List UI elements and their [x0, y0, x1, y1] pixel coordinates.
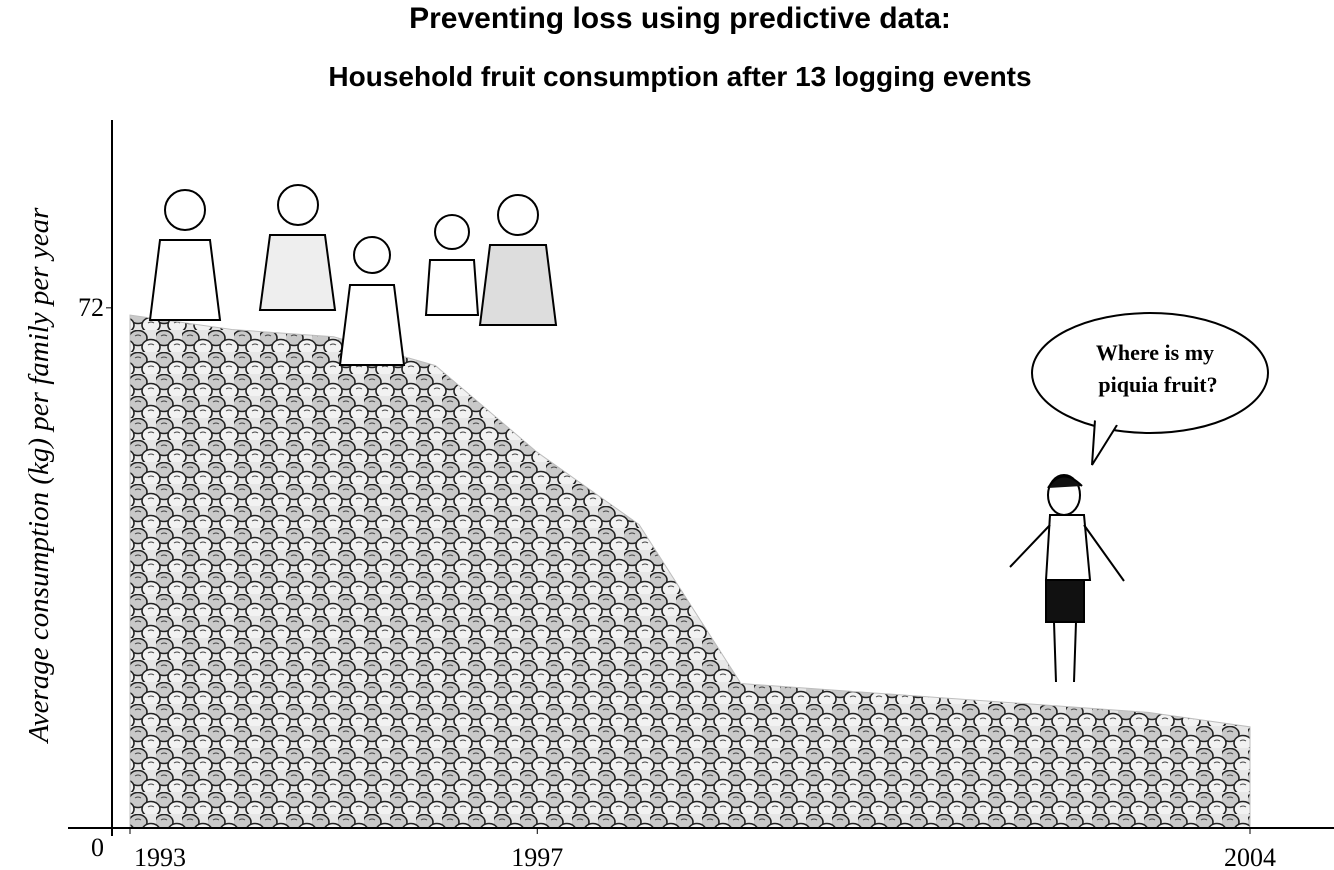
chart-title: Preventing loss using predictive data: — [409, 2, 951, 35]
x-tick-label: 2004 — [1224, 843, 1276, 870]
annotation: Where is my — [1096, 340, 1214, 365]
annotation: piquia fruit? — [1098, 372, 1217, 397]
x-tick-label: 1993 — [134, 843, 186, 870]
chart: Preventing loss using predictive data: H… — [0, 0, 1334, 870]
child-figure — [1010, 475, 1124, 682]
y-tick-label: 72 — [78, 293, 104, 322]
y-tick-label: 0 — [91, 833, 104, 862]
chart-subtitle: Household fruit consumption after 13 log… — [328, 61, 1031, 92]
x-tick-label: 1997 — [511, 843, 563, 870]
y-axis-label: Average consumption (kg) per family per … — [23, 207, 55, 744]
